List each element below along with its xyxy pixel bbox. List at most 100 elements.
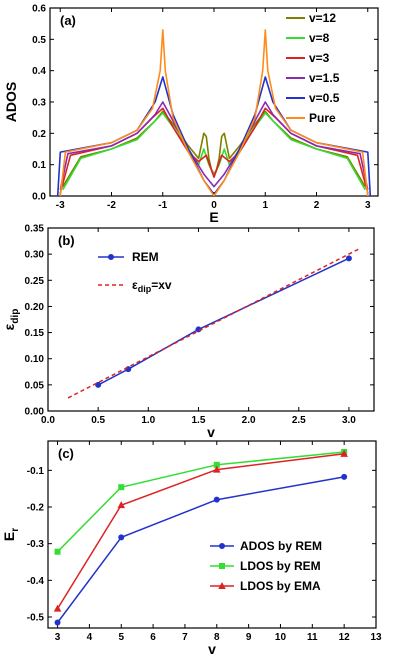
data-point-circle: [345, 255, 352, 262]
y-tick-label: 0.2: [32, 129, 46, 140]
legend-label-rhs: =xv: [151, 278, 172, 292]
panel-c-er-chart: 3 4 5 6 7 8 9 10 11 12 13 -0.5 -0.4 -0.3 -0.2 -0.1 v Er (c…: [1, 440, 382, 657]
x-tick-label: -3: [56, 200, 65, 211]
x-tick-label: 10: [275, 632, 287, 643]
legend-marker: [108, 254, 114, 260]
x-tick-label: 0.0: [41, 415, 55, 426]
x-tick-label: 2: [314, 200, 320, 211]
y-tick-label: 0.10: [25, 354, 45, 365]
x-tick-label: 4: [87, 632, 93, 643]
legend-label: LDOS by REM: [240, 559, 321, 573]
y-tick-label: 0.4: [32, 66, 46, 77]
x-tick-label: 8: [214, 632, 220, 643]
data-point-square: [118, 484, 125, 491]
data-point-triangle: [340, 449, 348, 457]
legend-label: ADOS by REM: [240, 539, 322, 553]
x-tick-label: 3: [365, 200, 371, 211]
y-tick-label: 0.5: [32, 35, 46, 46]
y-tick-label: 0.20: [25, 302, 45, 313]
x-tick-label: 1.0: [141, 415, 155, 426]
legend-label: LDOS by EMA: [240, 579, 321, 593]
x-axis-label: E: [209, 209, 218, 225]
x-tick-label: 3: [55, 632, 61, 643]
x-tick-label: 1: [262, 200, 268, 211]
panel-label: (a): [60, 13, 76, 28]
x-tick-label: 1.5: [192, 415, 206, 426]
data-point-triangle: [117, 501, 126, 509]
panel-label: (b): [58, 233, 75, 248]
x-tick-label: 7: [182, 632, 188, 643]
data-point-triangle: [212, 465, 221, 473]
panel-b-edip-chart: 0.0 0.5 1.0 1.5 2.0 2.5 3.0 0.00 0.05 0.10 0.15 0.2…: [1, 224, 375, 440]
y-tick-label: 0.00: [25, 407, 45, 418]
series-line-1: [57, 451, 345, 553]
x-tick-label: 0: [211, 200, 217, 211]
legend-label: v=3: [309, 51, 330, 65]
y-tick-label: 0.3: [32, 98, 46, 109]
x-tick-label: 6: [150, 632, 156, 643]
series-line-1: [67, 248, 360, 399]
legend-label: v=1.5: [309, 71, 340, 85]
data-point-circle: [341, 473, 348, 480]
y-tick-label: 0.35: [25, 224, 45, 235]
y-tick-label: 0.05: [25, 380, 45, 391]
panel-label: (c): [58, 446, 74, 461]
legend-label-sub: dip: [138, 284, 152, 294]
x-tick-label: 2.0: [242, 415, 256, 426]
data-point-circle: [54, 619, 61, 626]
series-line-3: [59, 101, 369, 190]
legend-marker: [218, 582, 226, 589]
y-tick-label: 0.6: [32, 4, 46, 15]
x-tick-label: 3.0: [342, 415, 356, 426]
data-point-circle: [213, 496, 220, 503]
x-tick-label: -2: [107, 200, 116, 211]
y-tick-label: -0.3: [27, 539, 45, 550]
data-point-square: [213, 461, 220, 468]
legend-marker: [219, 563, 225, 569]
panel-a-ados-chart: -3 -2 -1 0 1 2 3 0.0 0.1 0.2 0.3 0.4 0.5 0.6 E ADOS (a) v…: [3, 4, 379, 225]
data-point-circle: [125, 366, 132, 373]
legend-label: v=0.5: [309, 91, 340, 105]
plot-frame: [47, 440, 377, 629]
x-tick-label: 2.5: [292, 415, 306, 426]
x-tick-label: 11: [307, 632, 318, 643]
x-tick-label: 13: [370, 632, 382, 643]
y-axis-label-sub: dip: [10, 309, 21, 324]
y-axis-label: Er: [1, 528, 21, 541]
y-tick-label: 0.15: [25, 328, 45, 339]
legend-label-epsilon: ε: [132, 278, 138, 292]
y-tick-label: 0.25: [25, 276, 45, 287]
y-tick-label: -0.1: [27, 466, 45, 477]
y-tick-label: 0.1: [32, 160, 46, 171]
series-line-0: [56, 476, 345, 623]
y-tick-label: 0.30: [25, 250, 45, 261]
y-axis-label-sub: r: [10, 528, 21, 532]
x-tick-label: -1: [158, 200, 167, 211]
x-axis-label: v: [207, 424, 215, 440]
x-axis-label: v: [208, 641, 216, 657]
y-axis-label: ADOS: [3, 82, 19, 122]
data-point-square: [54, 548, 61, 555]
legend-label: v=12: [309, 11, 336, 25]
y-tick-label: -0.4: [27, 576, 45, 587]
legend-label-formula: εdip=xv: [132, 278, 172, 294]
data-point-circle: [118, 534, 125, 541]
legend-marker: [219, 543, 225, 549]
series-line-2: [56, 453, 345, 609]
y-tick-label: 0.0: [32, 192, 46, 203]
series-line-5: [59, 29, 369, 196]
x-tick-label: 5: [118, 632, 124, 643]
x-tick-label: 0.5: [91, 415, 105, 426]
y-tick-label: -0.2: [27, 503, 45, 514]
legend-label: v=8: [309, 31, 330, 45]
data-point-circle: [95, 381, 102, 388]
x-tick-label: 9: [246, 632, 252, 643]
legend-label: Pure: [309, 111, 336, 125]
data-point-triangle: [53, 604, 62, 612]
y-tick-label: -0.5: [27, 613, 45, 624]
legend-label: REM: [132, 250, 159, 264]
y-axis-label: εdip: [1, 309, 21, 331]
plot-frame: [47, 227, 375, 412]
x-tick-label: 12: [339, 632, 351, 643]
